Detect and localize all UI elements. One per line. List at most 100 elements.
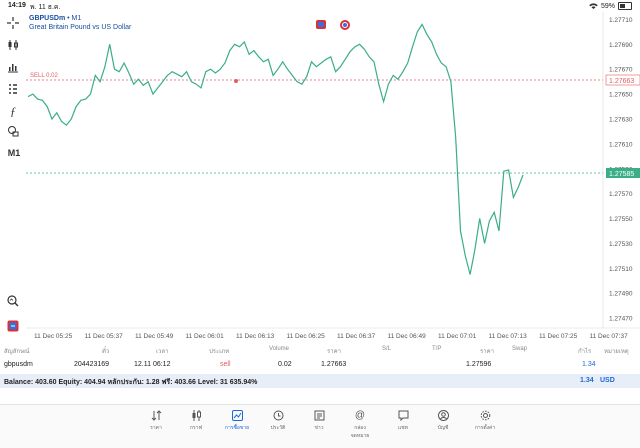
nav-trade[interactable]: การซื้อขาย <box>222 410 252 432</box>
col-time: เวลา <box>156 349 169 355</box>
mailbox-icon: @ <box>354 410 366 421</box>
col-type: ประเภท <box>209 349 230 355</box>
col-open-price: ราคา <box>327 349 341 355</box>
timeframe-button[interactable]: M1 <box>7 148 21 158</box>
col-comment: หมายเหตุ <box>604 349 629 355</box>
trade-indicator-icon[interactable] <box>340 20 350 30</box>
x-tick-label: 11 Dec 07:25 <box>539 333 578 340</box>
current-price-tag <box>606 168 640 178</box>
objects-icon[interactable] <box>6 82 20 96</box>
chart-type-candles-icon[interactable] <box>6 38 20 52</box>
function-icon[interactable]: ƒ <box>10 103 16 118</box>
x-tick-label: 11 Dec 07:37 <box>590 333 629 340</box>
positions-header: สัญลักษณ์ ตั๋ว เวลา ประเภท Volume ราคา S… <box>0 344 640 356</box>
status-bar: 14:19 พ. 11 ธ.ค. 59% <box>0 0 640 12</box>
sell-entry-marker[interactable] <box>234 79 238 83</box>
x-tick-label: 11 Dec 07:01 <box>438 333 477 340</box>
row-type: sell <box>220 361 231 368</box>
y-tick-label: 1.27630 <box>609 117 633 124</box>
x-tick-label: 11 Dec 05:49 <box>135 333 174 340</box>
wifi-icon <box>589 3 598 9</box>
nav-mailbox-label: กล่องจดหมาย <box>350 425 370 439</box>
trade-icon <box>222 410 252 422</box>
status-right: 59% <box>589 2 632 10</box>
sell-order-label[interactable]: SELL 0.02 <box>30 73 58 79</box>
settings-icon <box>470 410 500 422</box>
symbol-header[interactable]: GBPUSDm • M1 <box>29 15 81 22</box>
nav-trade-label: การซื้อขาย <box>224 425 250 431</box>
x-tick-label: 11 Dec 05:25 <box>34 333 73 340</box>
symbol-name: GBPUSDm <box>29 15 66 22</box>
shapes-icon[interactable] <box>6 124 20 138</box>
col-sl: S/L <box>382 346 392 352</box>
y-tick-label: 1.27650 <box>609 92 633 99</box>
y-tick-label: 1.27570 <box>609 191 633 198</box>
chart-candles-icon <box>181 410 211 422</box>
crosshair-icon[interactable] <box>6 16 20 30</box>
y-tick-label: 1.27550 <box>609 216 633 223</box>
row-profit: 1.34 <box>582 361 596 368</box>
price-line <box>27 23 524 275</box>
account-currency: USD <box>600 377 615 384</box>
col-price: ราคา <box>480 349 494 355</box>
nav-chat-label: แชท <box>398 425 408 431</box>
y-tick-label: 1.27470 <box>609 316 633 323</box>
row-time: 12.11 06:12 <box>134 361 171 368</box>
y-tick-label: 1.27670 <box>609 67 633 74</box>
symbol-description: Great Britain Pound vs US Dollar <box>29 24 132 31</box>
row-price: 1.27596 <box>466 361 492 368</box>
col-volume: Volume <box>269 346 290 352</box>
y-tick-label: 1.27690 <box>609 42 633 49</box>
nav-quotes-label: ราคา <box>150 425 162 431</box>
nav-chat[interactable]: แชท <box>388 410 418 432</box>
position-row[interactable]: gbpusdm 204423169 12.11 06:12 sell 0.02 … <box>0 359 640 371</box>
y-tick-label: 1.27610 <box>609 141 633 148</box>
bottom-nav: ราคา กราฟ การซื้อขาย ประวัติ ข่าว @ กล่อ… <box>0 404 640 448</box>
symbol-separator: • <box>65 15 72 22</box>
account-icon <box>428 410 458 422</box>
row-symbol: gbpusdm <box>4 361 33 368</box>
balance-summary: Balance: 403.60 Equity: 404.94 หลักประกั… <box>4 379 258 386</box>
nav-news[interactable]: ข่าว <box>304 410 334 432</box>
battery-icon <box>618 2 632 10</box>
zoom-icon[interactable] <box>6 294 20 308</box>
news-icon <box>304 410 334 422</box>
col-profit: กำไร <box>578 349 592 355</box>
nav-history[interactable]: ประวัติ <box>263 410 293 432</box>
current-price-label: 1.27585 <box>609 171 634 178</box>
one-click-trading-icon[interactable] <box>6 319 20 333</box>
nav-account[interactable]: บัญชี <box>428 410 458 432</box>
one-click-panel-icon[interactable] <box>316 20 326 29</box>
nav-settings-label: การตั้งค่า <box>474 425 496 431</box>
col-symbol: สัญลักษณ์ <box>4 349 30 355</box>
row-volume: 0.02 <box>278 361 292 368</box>
row-open-price: 1.27663 <box>321 361 347 368</box>
nav-mailbox[interactable]: @ กล่องจดหมาย <box>345 410 375 440</box>
y-tick-label: 1.27490 <box>609 291 633 298</box>
col-ticket: ตั๋ว <box>102 349 110 355</box>
y-tick-label: 1.27510 <box>609 266 633 273</box>
nav-quotes[interactable]: ราคา <box>141 410 171 432</box>
indicators-icon[interactable] <box>6 60 20 74</box>
chat-icon <box>388 410 418 422</box>
nav-charts[interactable]: กราฟ <box>181 410 211 432</box>
sell-price-tag <box>605 74 640 86</box>
quotes-icon <box>141 410 171 422</box>
x-tick-label: 11 Dec 06:49 <box>388 333 427 340</box>
x-tick-label: 11 Dec 06:13 <box>236 333 275 340</box>
y-tick-label: 1.27710 <box>609 17 633 24</box>
nav-history-label: ประวัติ <box>270 425 286 431</box>
balance-bar: Balance: 403.60 Equity: 404.94 หลักประกั… <box>0 374 640 388</box>
battery-percent: 59% <box>600 2 615 10</box>
col-swap: Swap <box>512 346 528 352</box>
price-chart[interactable]: 1.27710 1.27690 1.27670 1.27650 1.27630 1.276… <box>26 12 640 344</box>
nav-settings[interactable]: การตั้งค่า <box>470 410 500 432</box>
sell-price-label: 1.27663 <box>609 78 634 85</box>
status-time: 14:19 <box>8 2 26 9</box>
row-ticket: 204423169 <box>74 361 110 368</box>
col-tp: T/P <box>432 346 442 352</box>
nav-account-label: บัญชี <box>437 425 449 431</box>
total-profit: 1.34 <box>580 377 594 384</box>
x-tick-label: 11 Dec 06:37 <box>337 333 376 340</box>
nav-news-label: ข่าว <box>314 425 324 431</box>
